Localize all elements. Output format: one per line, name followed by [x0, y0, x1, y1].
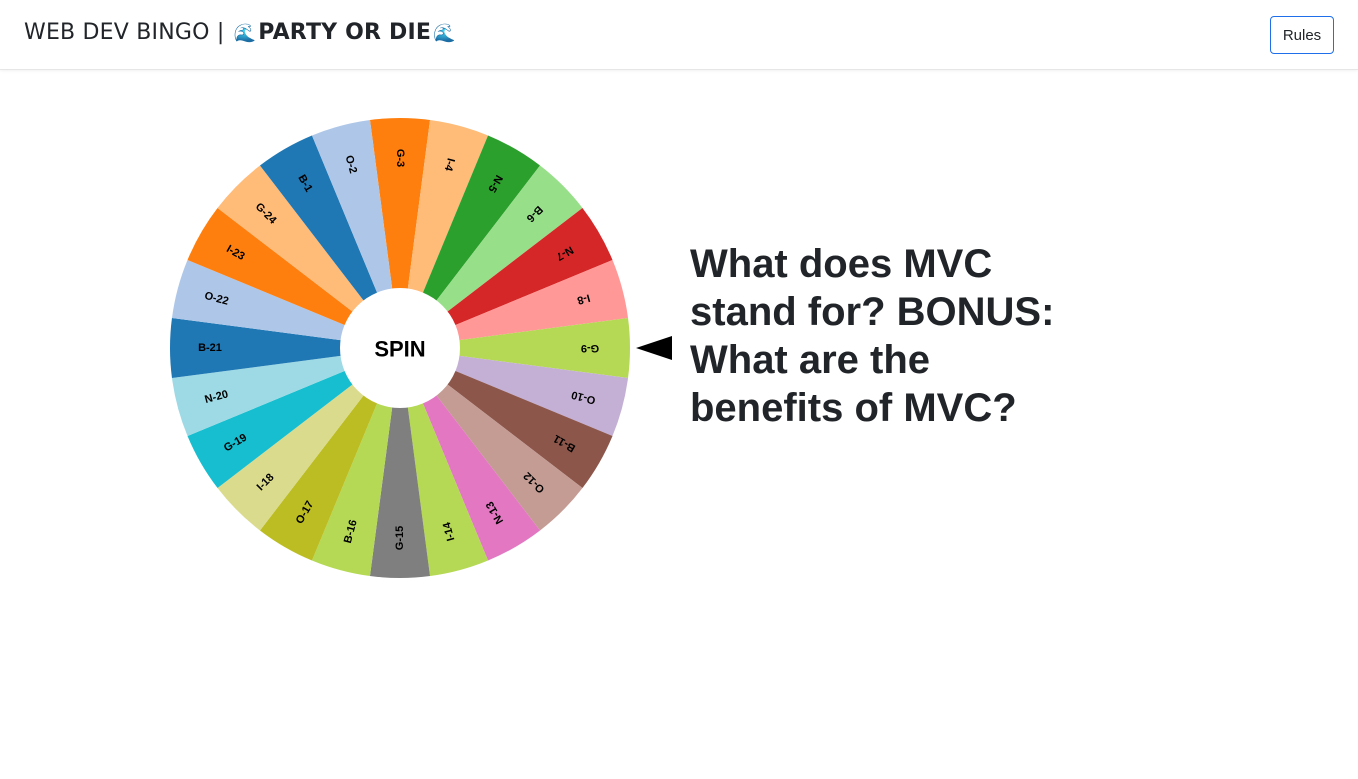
wheel-segments: G-3 I-4N-5B-6N-7I-8G-9O-10B-11O-12N-13I-1… — [170, 118, 630, 578]
wave-icon: 🌊 — [233, 23, 257, 44]
wave-icon: 🌊 — [433, 23, 456, 44]
wheel-segment — [400, 135, 541, 348]
wheel-segment — [187, 207, 400, 348]
wheel-segment-label: G-3 — [394, 149, 406, 167]
wheel-segment — [311, 348, 400, 577]
wheel-graphic: G-3 I-4N-5B-6N-7I-8G-9O-10B-11O-12N-13I-1… — [170, 118, 672, 578]
wheel-segment — [400, 348, 583, 531]
wheel-segment-label: I-14 — [441, 520, 458, 542]
wheel-segment-label: I-4 — [441, 157, 456, 173]
wheel-segment — [400, 348, 541, 561]
wheel-segment-label: G-15 — [394, 526, 406, 550]
rules-button[interactable]: Rules — [1270, 16, 1334, 54]
wheel-segment — [400, 348, 489, 577]
spin-button[interactable]: SPIN — [374, 337, 425, 362]
spin-hub[interactable] — [340, 288, 460, 408]
wheel-segment-label: B-16 — [342, 518, 360, 544]
wheel-pointer-icon — [636, 336, 672, 360]
wheel-segment-label: O-2 — [343, 154, 359, 175]
wheel-segment — [259, 135, 400, 348]
wheel-segment — [187, 348, 400, 489]
wheel-segment — [259, 348, 400, 561]
brand-party-text: PARTY OR DIE — [258, 20, 432, 45]
navbar: WEB DEV BINGO | 🌊PARTY OR DIE 🌊 Rules — [0, 0, 1358, 70]
wheel-segment — [400, 207, 613, 348]
brand-prefix: WEB DEV BINGO | — [24, 20, 225, 45]
wheel-segment — [400, 119, 489, 348]
wheel-segment — [311, 119, 400, 348]
wheel-segment — [400, 259, 629, 348]
wheel-segment — [170, 317, 400, 379]
wheel-segment — [369, 118, 431, 348]
wheel-segment-label: G-9 — [581, 342, 599, 354]
question-text: What does MVC stand for? BONUS: What are… — [690, 242, 1055, 430]
spin-wheel: G-3 I-4 N-5 B-6 N-7 I-8 G-9 O-10 B-11 O-12 N-13 I-1… — [160, 108, 680, 588]
wheel-segment — [400, 348, 629, 437]
wheel-segment — [369, 348, 431, 578]
app-brand[interactable]: WEB DEV BINGO | 🌊PARTY OR DIE 🌊 — [24, 20, 458, 45]
wheel-segment-label: B-21 — [198, 342, 222, 354]
wheel-segment — [217, 165, 400, 348]
wheel-segment — [171, 259, 400, 348]
wheel-segment — [400, 348, 613, 489]
wheel-segment-label: I-8 — [576, 291, 592, 306]
wheel-segment — [400, 165, 583, 348]
wheel-segment — [400, 317, 630, 379]
wheel-segment — [217, 348, 400, 531]
wheel-segment-label: N-20 — [203, 388, 229, 406]
wheel-segment — [171, 348, 400, 437]
